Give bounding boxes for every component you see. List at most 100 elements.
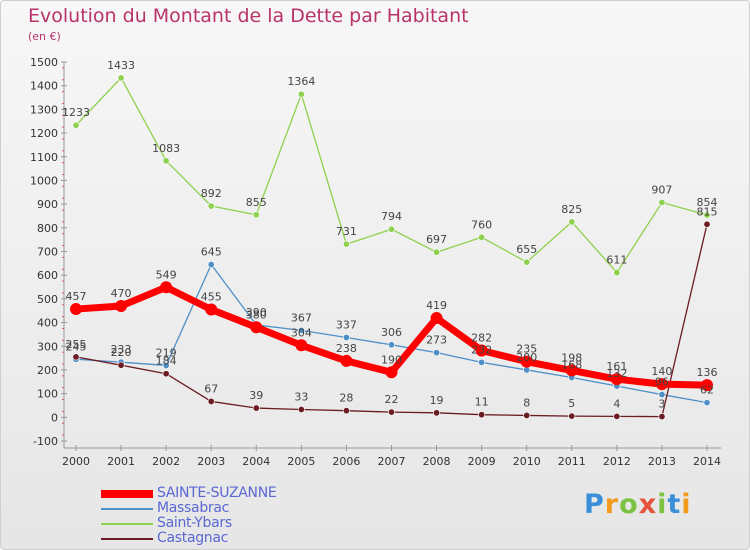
data-label: 219 bbox=[156, 346, 177, 359]
x-tick-label: 2000 bbox=[62, 455, 90, 468]
data-point bbox=[478, 358, 486, 366]
y-tick-label: 1200 bbox=[30, 127, 58, 140]
data-point bbox=[523, 411, 531, 419]
data-point bbox=[385, 366, 398, 379]
data-point bbox=[340, 354, 353, 367]
data-label: 419 bbox=[426, 299, 447, 312]
data-label: 455 bbox=[201, 291, 222, 304]
x-tick-label: 2006 bbox=[332, 455, 360, 468]
data-point bbox=[568, 412, 576, 420]
data-point bbox=[703, 399, 711, 407]
data-label: 62 bbox=[700, 384, 714, 397]
x-tick-label: 2014 bbox=[693, 455, 721, 468]
data-label: 184 bbox=[156, 355, 177, 368]
x-tick-label: 2011 bbox=[558, 455, 586, 468]
y-tick-label: 800 bbox=[37, 222, 58, 235]
data-point bbox=[162, 361, 170, 369]
data-label: 245 bbox=[66, 340, 87, 353]
x-tick-label: 2010 bbox=[513, 455, 541, 468]
data-point bbox=[342, 407, 350, 415]
data-point bbox=[433, 409, 441, 417]
y-tick-label: 100 bbox=[37, 388, 58, 401]
legend-label: SAINTE-SUZANNE bbox=[157, 485, 277, 501]
data-label: 1083 bbox=[152, 142, 180, 155]
data-label: 8 bbox=[523, 396, 530, 409]
data-point bbox=[117, 74, 125, 82]
data-label: 220 bbox=[111, 346, 132, 359]
data-label: 140 bbox=[651, 365, 672, 378]
data-label: 549 bbox=[156, 268, 177, 281]
data-point bbox=[565, 364, 578, 377]
data-point bbox=[160, 281, 173, 294]
data-label: 306 bbox=[381, 326, 402, 339]
data-point bbox=[205, 303, 218, 316]
data-label: 132 bbox=[606, 367, 627, 380]
data-label: 22 bbox=[385, 393, 399, 406]
data-label: 282 bbox=[471, 332, 492, 345]
data-point bbox=[703, 211, 711, 219]
data-label: 760 bbox=[471, 218, 492, 231]
data-point bbox=[523, 366, 531, 374]
data-point bbox=[295, 339, 308, 352]
data-point bbox=[655, 378, 668, 391]
y-tick-label: 600 bbox=[37, 269, 58, 282]
chart-axes: -100 0 100 200 300 400 500 600 700 800 900 1000 1100… bbox=[30, 56, 721, 468]
series-layer bbox=[70, 74, 713, 421]
data-point bbox=[475, 344, 488, 357]
chart-subtitle: (en €) bbox=[28, 30, 61, 43]
data-point bbox=[162, 157, 170, 165]
legend-swatch bbox=[101, 523, 153, 525]
data-label: 815 bbox=[697, 205, 718, 218]
data-label: 168 bbox=[561, 359, 582, 372]
legend-swatch bbox=[101, 508, 153, 510]
data-label: 855 bbox=[246, 196, 267, 209]
data-label: 907 bbox=[651, 183, 672, 196]
x-tick-label: 2013 bbox=[648, 455, 676, 468]
x-tick-label: 2005 bbox=[287, 455, 315, 468]
y-tick-label: 900 bbox=[37, 198, 58, 211]
data-point bbox=[523, 258, 531, 266]
data-label: 28 bbox=[339, 392, 353, 405]
data-label: 190 bbox=[381, 353, 402, 366]
y-tick-label: 1500 bbox=[30, 56, 58, 69]
data-point bbox=[387, 341, 395, 349]
data-point bbox=[430, 312, 443, 325]
legend-item: Castagnac bbox=[101, 530, 361, 546]
data-point bbox=[117, 361, 125, 369]
data-label: 457 bbox=[66, 290, 87, 303]
x-tick-label: 2007 bbox=[378, 455, 406, 468]
data-label: 3 bbox=[658, 398, 665, 411]
y-tick-label: 1300 bbox=[30, 103, 58, 116]
data-point bbox=[250, 321, 263, 334]
data-label: 96 bbox=[655, 376, 669, 389]
y-tick-label: 0 bbox=[51, 411, 58, 424]
data-label: 33 bbox=[294, 390, 308, 403]
y-tick-label: -100 bbox=[33, 435, 58, 448]
x-tick-label: 2004 bbox=[242, 455, 270, 468]
data-label: 238 bbox=[336, 342, 357, 355]
data-label: 825 bbox=[561, 203, 582, 216]
data-point bbox=[701, 379, 713, 392]
data-point bbox=[342, 333, 350, 341]
data-point bbox=[207, 261, 215, 269]
data-label: 200 bbox=[516, 351, 537, 364]
series-line-2 bbox=[75, 77, 708, 274]
legend-swatch bbox=[101, 538, 153, 540]
data-point bbox=[297, 405, 305, 413]
data-label: 235 bbox=[516, 343, 537, 356]
data-label: 39 bbox=[249, 389, 263, 402]
x-tick-label: 2001 bbox=[107, 455, 135, 468]
data-point bbox=[115, 299, 128, 312]
y-tick-label: 500 bbox=[37, 293, 58, 306]
data-label: 645 bbox=[201, 246, 222, 259]
legend-label: Castagnac bbox=[157, 530, 229, 546]
data-label: 255 bbox=[66, 338, 87, 351]
data-point bbox=[387, 225, 395, 233]
chart-legend: SAINTE-SUZANNE Massabrac Saint-Ybars Castag… bbox=[101, 485, 361, 546]
legend-swatch bbox=[101, 490, 153, 498]
y-tick-label: 1400 bbox=[30, 80, 58, 93]
data-label: 470 bbox=[111, 287, 132, 300]
